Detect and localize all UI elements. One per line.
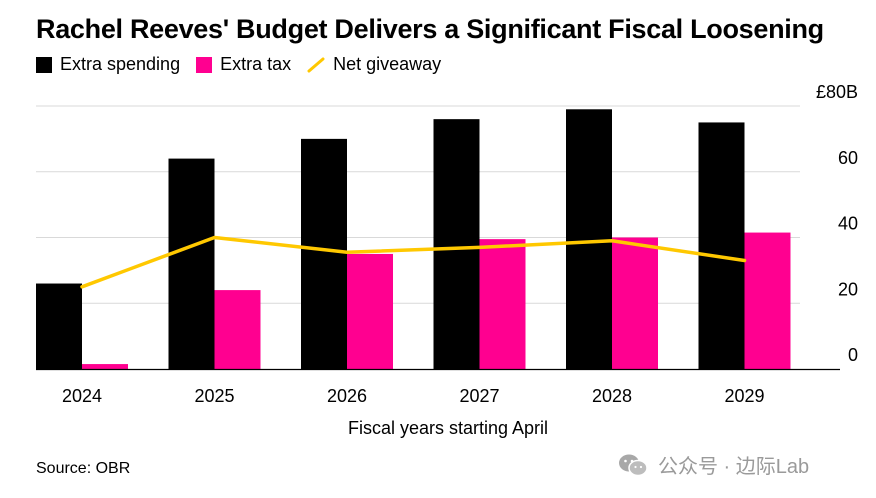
- legend-item-extra-tax: Extra tax: [196, 54, 291, 75]
- legend-item-net-giveaway: Net giveaway: [307, 54, 441, 75]
- y-tick-label-0: 0: [848, 345, 858, 365]
- legend-item-extra-spending: Extra spending: [36, 54, 180, 75]
- watermark: 公众号 · 边际Lab: [618, 450, 809, 479]
- wechat-icon: [619, 454, 648, 476]
- y-tick-label-60: 60: [838, 148, 858, 168]
- bar-extra-tax-2028: [612, 237, 658, 369]
- bar-extra-spending-2025: [168, 158, 215, 369]
- source-note: Source: OBR: [36, 460, 131, 477]
- bar-extra-spending-2027: [433, 119, 480, 370]
- bar-extra-tax-2027: [479, 239, 526, 369]
- x-axis-label: Fiscal years starting April: [348, 418, 548, 438]
- bar-extra-tax-2025: [214, 290, 261, 369]
- legend: Extra spending Extra tax Net giveaway: [36, 54, 457, 75]
- y-tick-label-40: 40: [838, 214, 858, 234]
- bar-extra-tax-2029: [744, 232, 791, 369]
- bar-extra-tax-2026: [347, 253, 393, 369]
- bar-extra-spending-2029: [698, 122, 745, 369]
- chart-title: Rachel Reeves' Budget Delivers a Signifi…: [36, 14, 824, 44]
- watermark-text: 公众号 · 边际Lab: [658, 456, 810, 478]
- legend-swatch-net-giveaway: [307, 57, 325, 72]
- legend-label-extra-spending: Extra spending: [60, 54, 181, 74]
- x-tick-label-2028: 2028: [592, 386, 632, 406]
- y-tick-label-80: £80B: [816, 82, 858, 102]
- x-tick-label-2026: 2026: [327, 386, 367, 406]
- x-tick-label-2024: 2024: [62, 386, 102, 406]
- legend-label-net-giveaway: Net giveaway: [333, 54, 442, 74]
- bar-extra-spending-2028: [566, 109, 612, 369]
- bar-extra-spending-2024: [36, 283, 82, 369]
- legend-swatch-extra-tax: [196, 56, 213, 73]
- x-tick-label-2029: 2029: [724, 386, 764, 406]
- line-net-giveaway: [80, 235, 747, 289]
- x-tick-label-2027: 2027: [459, 386, 499, 406]
- y-tick-label-20: 20: [838, 279, 858, 299]
- x-tick-label-2025: 2025: [194, 386, 234, 406]
- bar-extra-spending-2026: [301, 138, 347, 369]
- legend-label-extra-tax: Extra tax: [220, 54, 292, 74]
- legend-swatch-extra-spending: [36, 56, 52, 73]
- bar-extra-tax-2024: [82, 364, 128, 369]
